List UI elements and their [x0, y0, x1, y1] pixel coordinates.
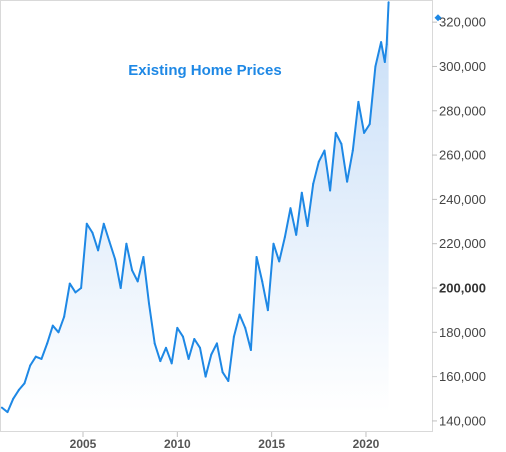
data-point-57	[323, 149, 326, 152]
data-point-51	[289, 207, 292, 210]
y-tick-label: 280,000	[439, 103, 486, 118]
data-point-50	[283, 236, 286, 239]
data-point-30	[170, 362, 173, 365]
data-point-44	[249, 349, 252, 352]
y-tick-label: 200,000	[439, 281, 486, 296]
data-point-70	[387, 1, 390, 4]
data-point-15	[85, 222, 88, 225]
data-points	[0, 1, 390, 414]
y-tick-label: 160,000	[439, 369, 486, 384]
data-point-42	[238, 313, 241, 316]
data-point-14	[80, 287, 83, 289]
plot-area	[0, 0, 433, 432]
data-point-0	[0, 406, 3, 409]
data-point-32	[181, 335, 184, 338]
data-point-60	[340, 143, 343, 145]
data-point-9	[51, 324, 54, 327]
data-point-23	[131, 269, 134, 272]
data-point-47	[266, 309, 269, 312]
data-point-58	[329, 189, 332, 192]
data-point-18	[102, 222, 105, 225]
y-tick-label: 240,000	[439, 192, 486, 207]
data-point-8	[46, 342, 49, 345]
data-point-7	[40, 357, 43, 360]
data-point-5	[29, 364, 32, 367]
data-point-17	[97, 249, 100, 252]
data-point-49	[278, 260, 281, 263]
data-point-37	[210, 353, 213, 356]
chart-title: Existing Home Prices	[128, 62, 281, 79]
data-point-68	[383, 61, 386, 64]
data-point-67	[380, 41, 383, 44]
data-point-27	[153, 342, 156, 345]
data-point-66	[374, 65, 377, 68]
data-point-55	[312, 182, 315, 185]
data-point-35	[198, 346, 201, 349]
data-point-64	[363, 131, 366, 134]
y-tick-label: 300,000	[439, 59, 486, 74]
data-point-22	[125, 242, 128, 245]
last-value-marker	[434, 14, 442, 22]
data-point-13	[74, 291, 77, 294]
data-point-69	[385, 43, 388, 46]
data-point-6	[34, 355, 37, 358]
data-point-52	[295, 233, 298, 236]
data-point-59	[334, 131, 337, 134]
data-point-45	[255, 255, 258, 258]
y-tick-label: 220,000	[439, 236, 486, 251]
data-point-21	[119, 287, 122, 289]
data-point-26	[148, 302, 151, 305]
y-tick-label: 180,000	[439, 325, 486, 340]
data-point-38	[215, 342, 218, 345]
data-point-40	[227, 380, 230, 383]
y-tick-label: 260,000	[439, 148, 486, 163]
data-point-2	[12, 397, 15, 400]
data-point-65	[368, 123, 371, 126]
data-point-33	[187, 357, 190, 360]
x-tick-label: 2010	[164, 437, 191, 451]
data-point-36	[204, 375, 207, 378]
data-point-19	[108, 240, 111, 243]
data-point-24	[136, 280, 139, 283]
data-point-4	[23, 382, 26, 385]
data-point-54	[306, 224, 309, 227]
x-tick-label: 2005	[70, 437, 97, 451]
x-tick-label: 2015	[258, 437, 285, 451]
data-point-62	[351, 149, 354, 152]
data-point-25	[142, 255, 145, 258]
data-point-61	[346, 180, 349, 183]
data-point-28	[159, 360, 162, 363]
data-point-63	[357, 100, 360, 103]
data-point-46	[261, 280, 264, 283]
data-point-11	[63, 315, 66, 318]
data-point-56	[317, 160, 320, 163]
data-point-31	[176, 326, 179, 329]
y-axis: 140,000 160,000 180,000 200,000 220,000 240,0…	[432, 15, 486, 428]
data-point-29	[165, 346, 168, 349]
data-point-48	[272, 242, 275, 245]
data-point-53	[300, 191, 303, 194]
data-point-20	[114, 258, 117, 261]
x-axis: 2005 2010 2015 2020	[70, 432, 380, 451]
data-point-1	[6, 411, 9, 414]
data-point-39	[221, 371, 224, 374]
data-point-12	[68, 282, 71, 285]
data-point-34	[193, 337, 196, 340]
series-area-fill	[1, 2, 389, 413]
data-point-16	[91, 231, 94, 234]
data-point-3	[17, 388, 20, 391]
y-tick-label: 140,000	[439, 413, 486, 428]
x-tick-label: 2020	[353, 437, 380, 451]
data-point-43	[244, 326, 247, 329]
data-point-10	[57, 331, 60, 334]
y-tick-label: 320,000	[439, 15, 486, 30]
data-point-41	[232, 335, 235, 338]
